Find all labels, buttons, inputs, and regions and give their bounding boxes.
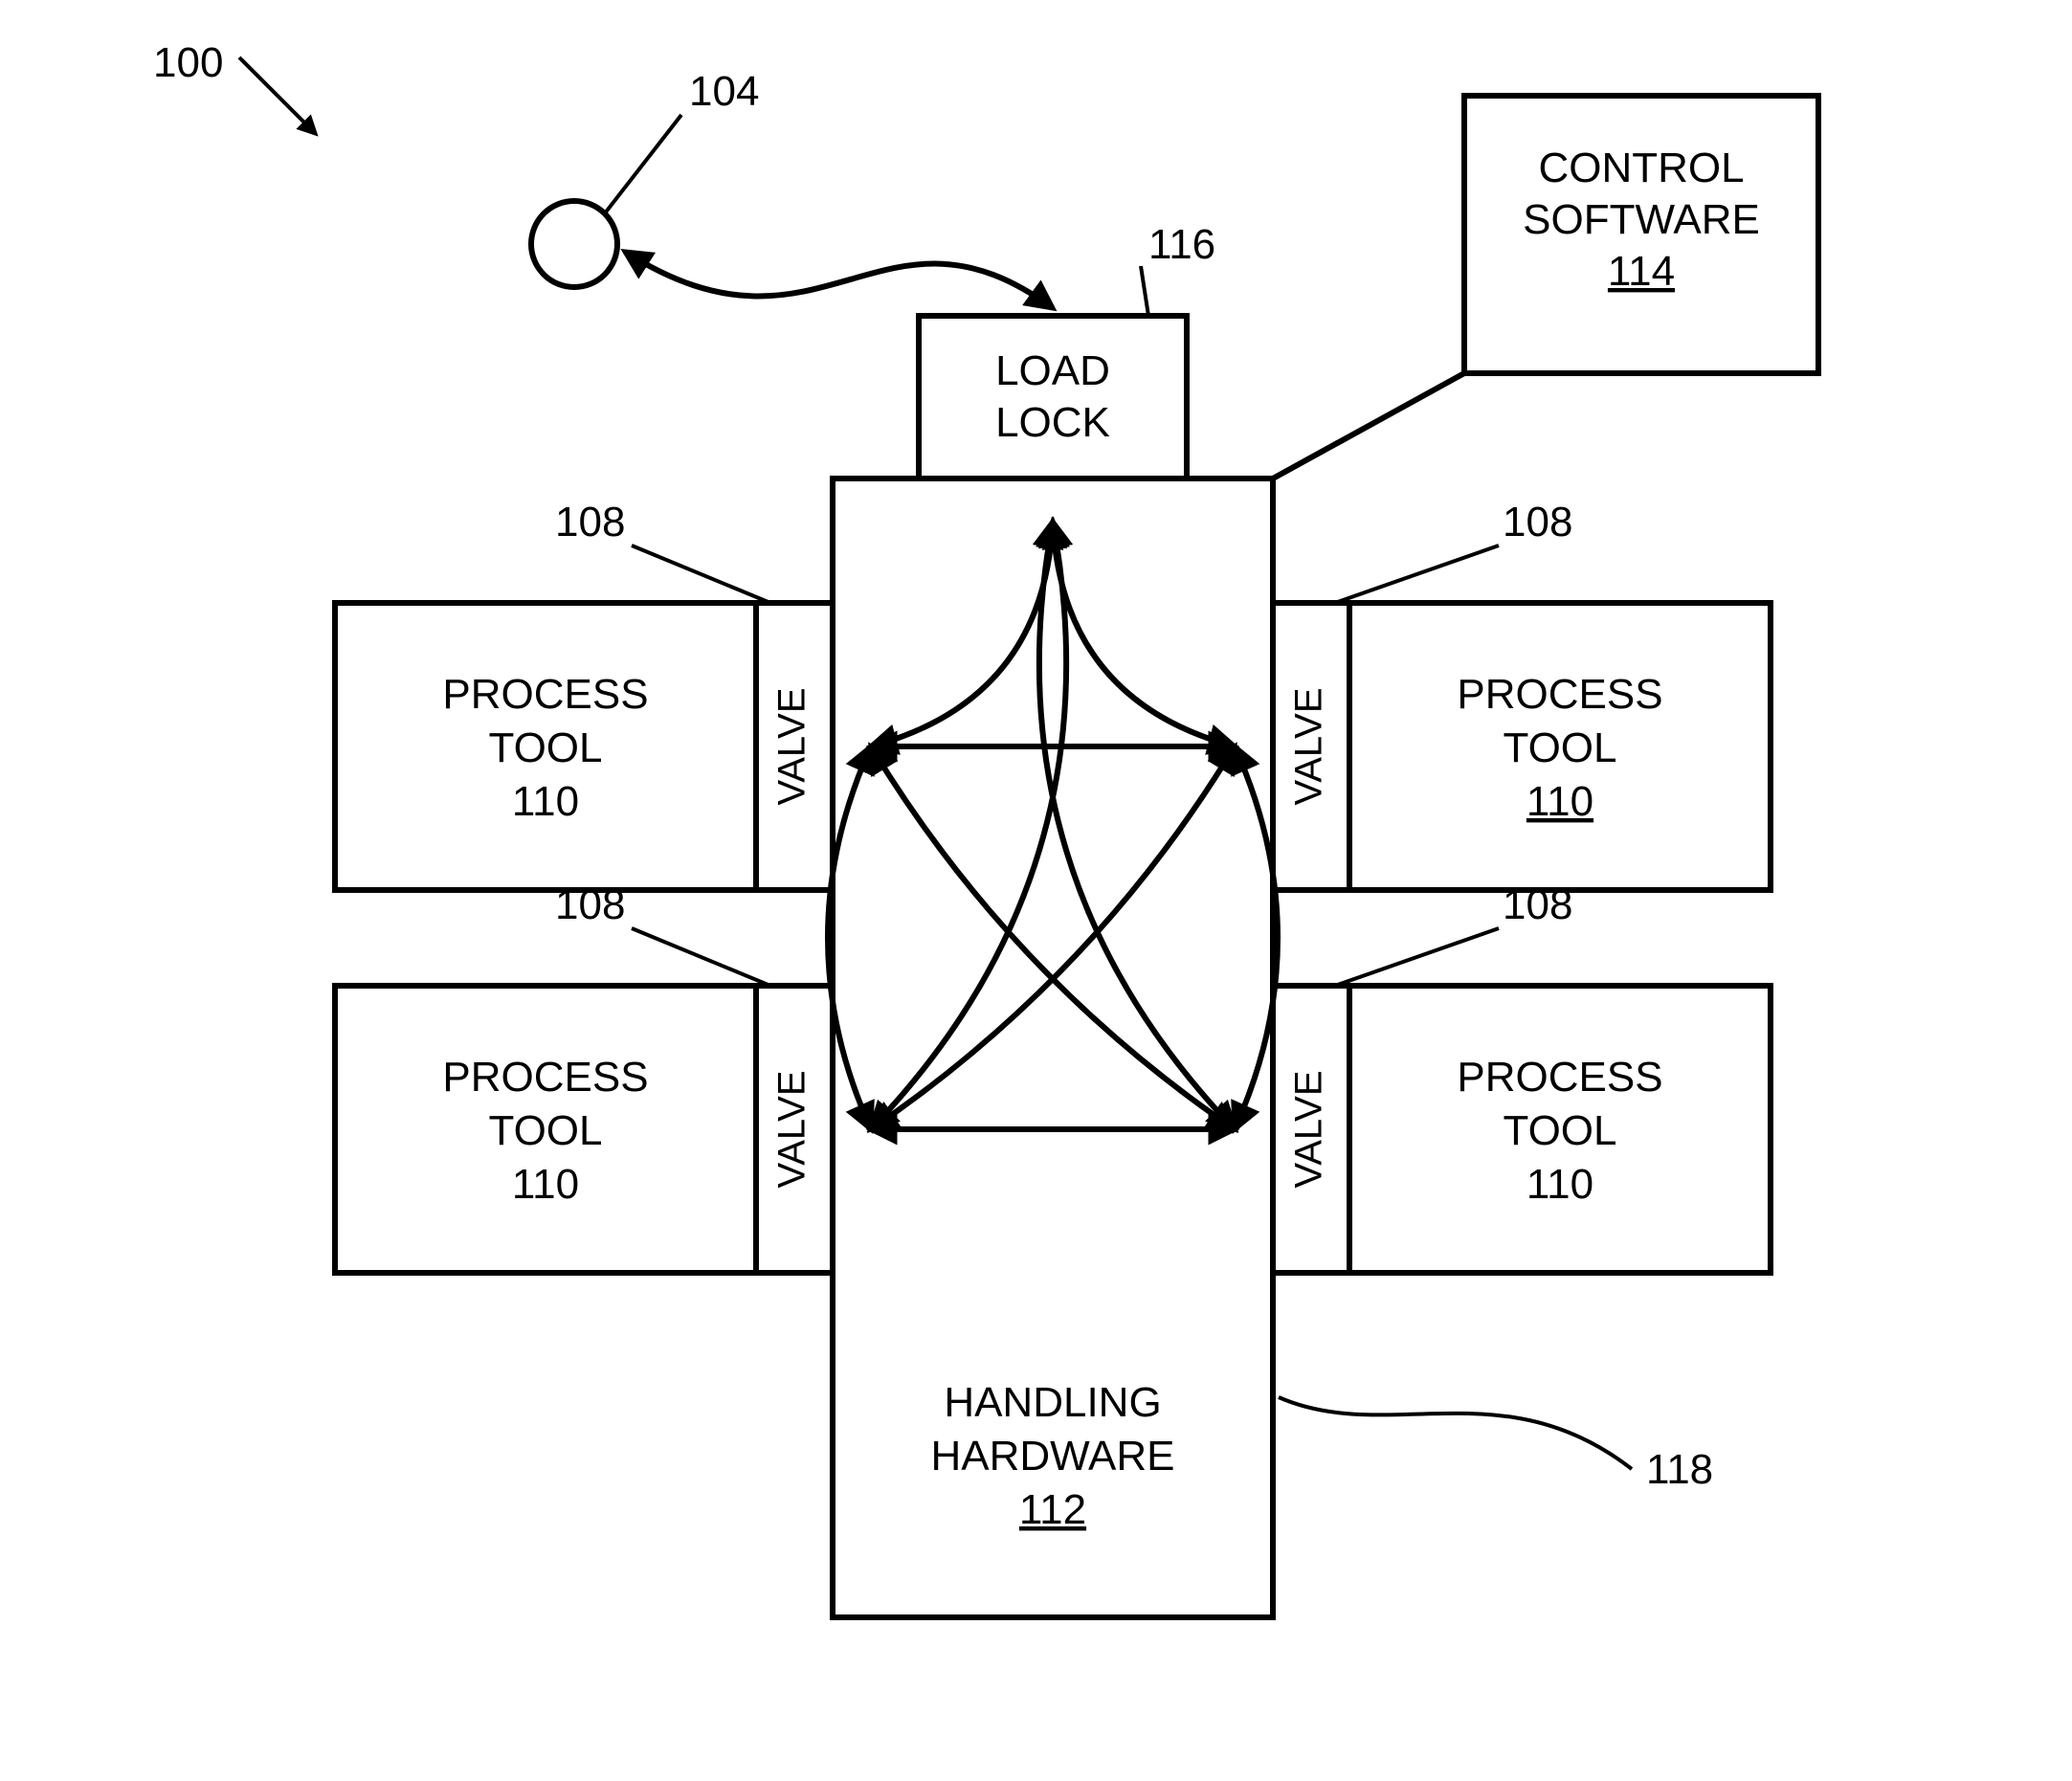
svg-text:CONTROL: CONTROL bbox=[1538, 145, 1744, 191]
svg-text:HANDLING: HANDLING bbox=[944, 1379, 1161, 1426]
svg-text:110: 110 bbox=[1526, 1161, 1593, 1208]
svg-text:108: 108 bbox=[1503, 499, 1572, 545]
svg-text:116: 116 bbox=[1148, 221, 1215, 268]
svg-text:TOOL: TOOL bbox=[488, 724, 602, 771]
svg-text:TOOL: TOOL bbox=[1503, 724, 1616, 771]
svg-text:HARDWARE: HARDWARE bbox=[930, 1433, 1174, 1480]
svg-text:PROCESS: PROCESS bbox=[442, 1054, 648, 1101]
svg-text:118: 118 bbox=[1646, 1446, 1713, 1493]
svg-text:VALVE: VALVE bbox=[1288, 1070, 1330, 1188]
svg-text:108: 108 bbox=[555, 881, 625, 928]
svg-text:104: 104 bbox=[689, 68, 759, 115]
svg-text:PROCESS: PROCESS bbox=[442, 671, 648, 718]
svg-text:TOOL: TOOL bbox=[488, 1107, 602, 1154]
diagram-canvas: 100 104 CONTROL SOFTWARE 114 LOAD LOCK 116 HANDL… bbox=[0, 0, 2072, 1781]
svg-text:112: 112 bbox=[1019, 1486, 1086, 1533]
svg-text:VALVE: VALVE bbox=[1288, 687, 1330, 805]
svg-text:108: 108 bbox=[1503, 881, 1572, 928]
svg-text:LOAD: LOAD bbox=[995, 347, 1110, 394]
svg-text:VALVE: VALVE bbox=[771, 687, 813, 805]
svg-text:SOFTWARE: SOFTWARE bbox=[1523, 196, 1760, 243]
svg-text:108: 108 bbox=[555, 499, 625, 545]
svg-text:VALVE: VALVE bbox=[771, 1070, 813, 1188]
svg-text:PROCESS: PROCESS bbox=[1457, 671, 1662, 718]
svg-text:110: 110 bbox=[512, 1161, 579, 1208]
svg-text:LOCK: LOCK bbox=[995, 399, 1110, 446]
svg-text:TOOL: TOOL bbox=[1503, 1107, 1616, 1154]
svg-text:114: 114 bbox=[1608, 248, 1675, 295]
svg-text:110: 110 bbox=[1526, 778, 1593, 825]
svg-text:PROCESS: PROCESS bbox=[1457, 1054, 1662, 1101]
svg-text:110: 110 bbox=[512, 778, 579, 825]
svg-text:100: 100 bbox=[153, 39, 223, 86]
